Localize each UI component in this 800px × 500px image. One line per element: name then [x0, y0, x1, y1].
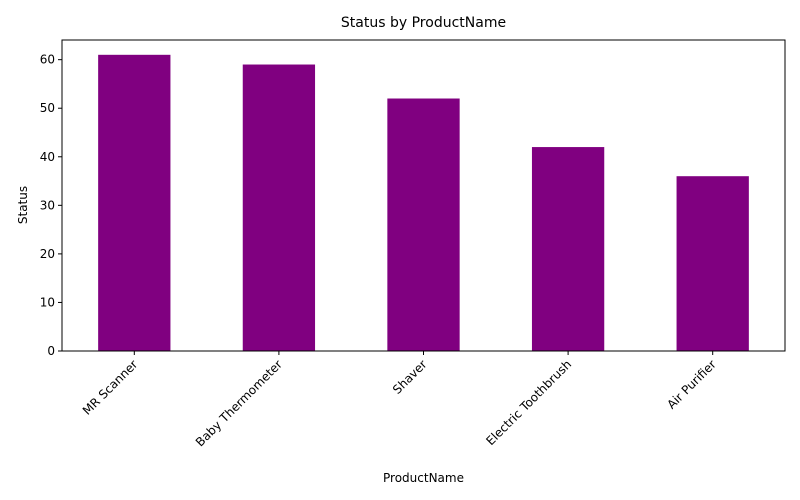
x-tick-label: Baby Thermometer — [193, 357, 285, 449]
y-tick-label: 60 — [40, 53, 55, 67]
y-axis: 0 10 20 30 40 50 60 — [40, 53, 62, 358]
bar — [242, 64, 316, 351]
chart-title: Status by ProductName — [341, 15, 506, 31]
y-tick-label: 40 — [40, 150, 55, 164]
x-tick-label: Electric Toothbrush — [483, 357, 574, 448]
bar — [531, 147, 605, 351]
plot-frame — [61, 39, 786, 352]
x-axis-label: ProductName — [383, 471, 464, 485]
x-axis: MR Scanner Baby Thermometer Shaver Electric… — [80, 351, 719, 449]
y-tick-label: 50 — [40, 101, 55, 115]
y-axis-label: Status — [16, 186, 30, 224]
bar — [676, 176, 749, 351]
x-tick-label: Air Purifier — [664, 357, 719, 412]
bar — [98, 54, 171, 352]
y-tick-label: 0 — [47, 344, 55, 358]
bars-group — [98, 54, 749, 352]
y-tick-label: 30 — [40, 198, 55, 212]
y-tick-label: 20 — [40, 247, 55, 261]
x-tick-label: MR Scanner — [80, 357, 141, 418]
bar — [387, 98, 460, 351]
y-tick-label: 10 — [40, 295, 55, 309]
x-tick-label: Shaver — [390, 357, 430, 397]
